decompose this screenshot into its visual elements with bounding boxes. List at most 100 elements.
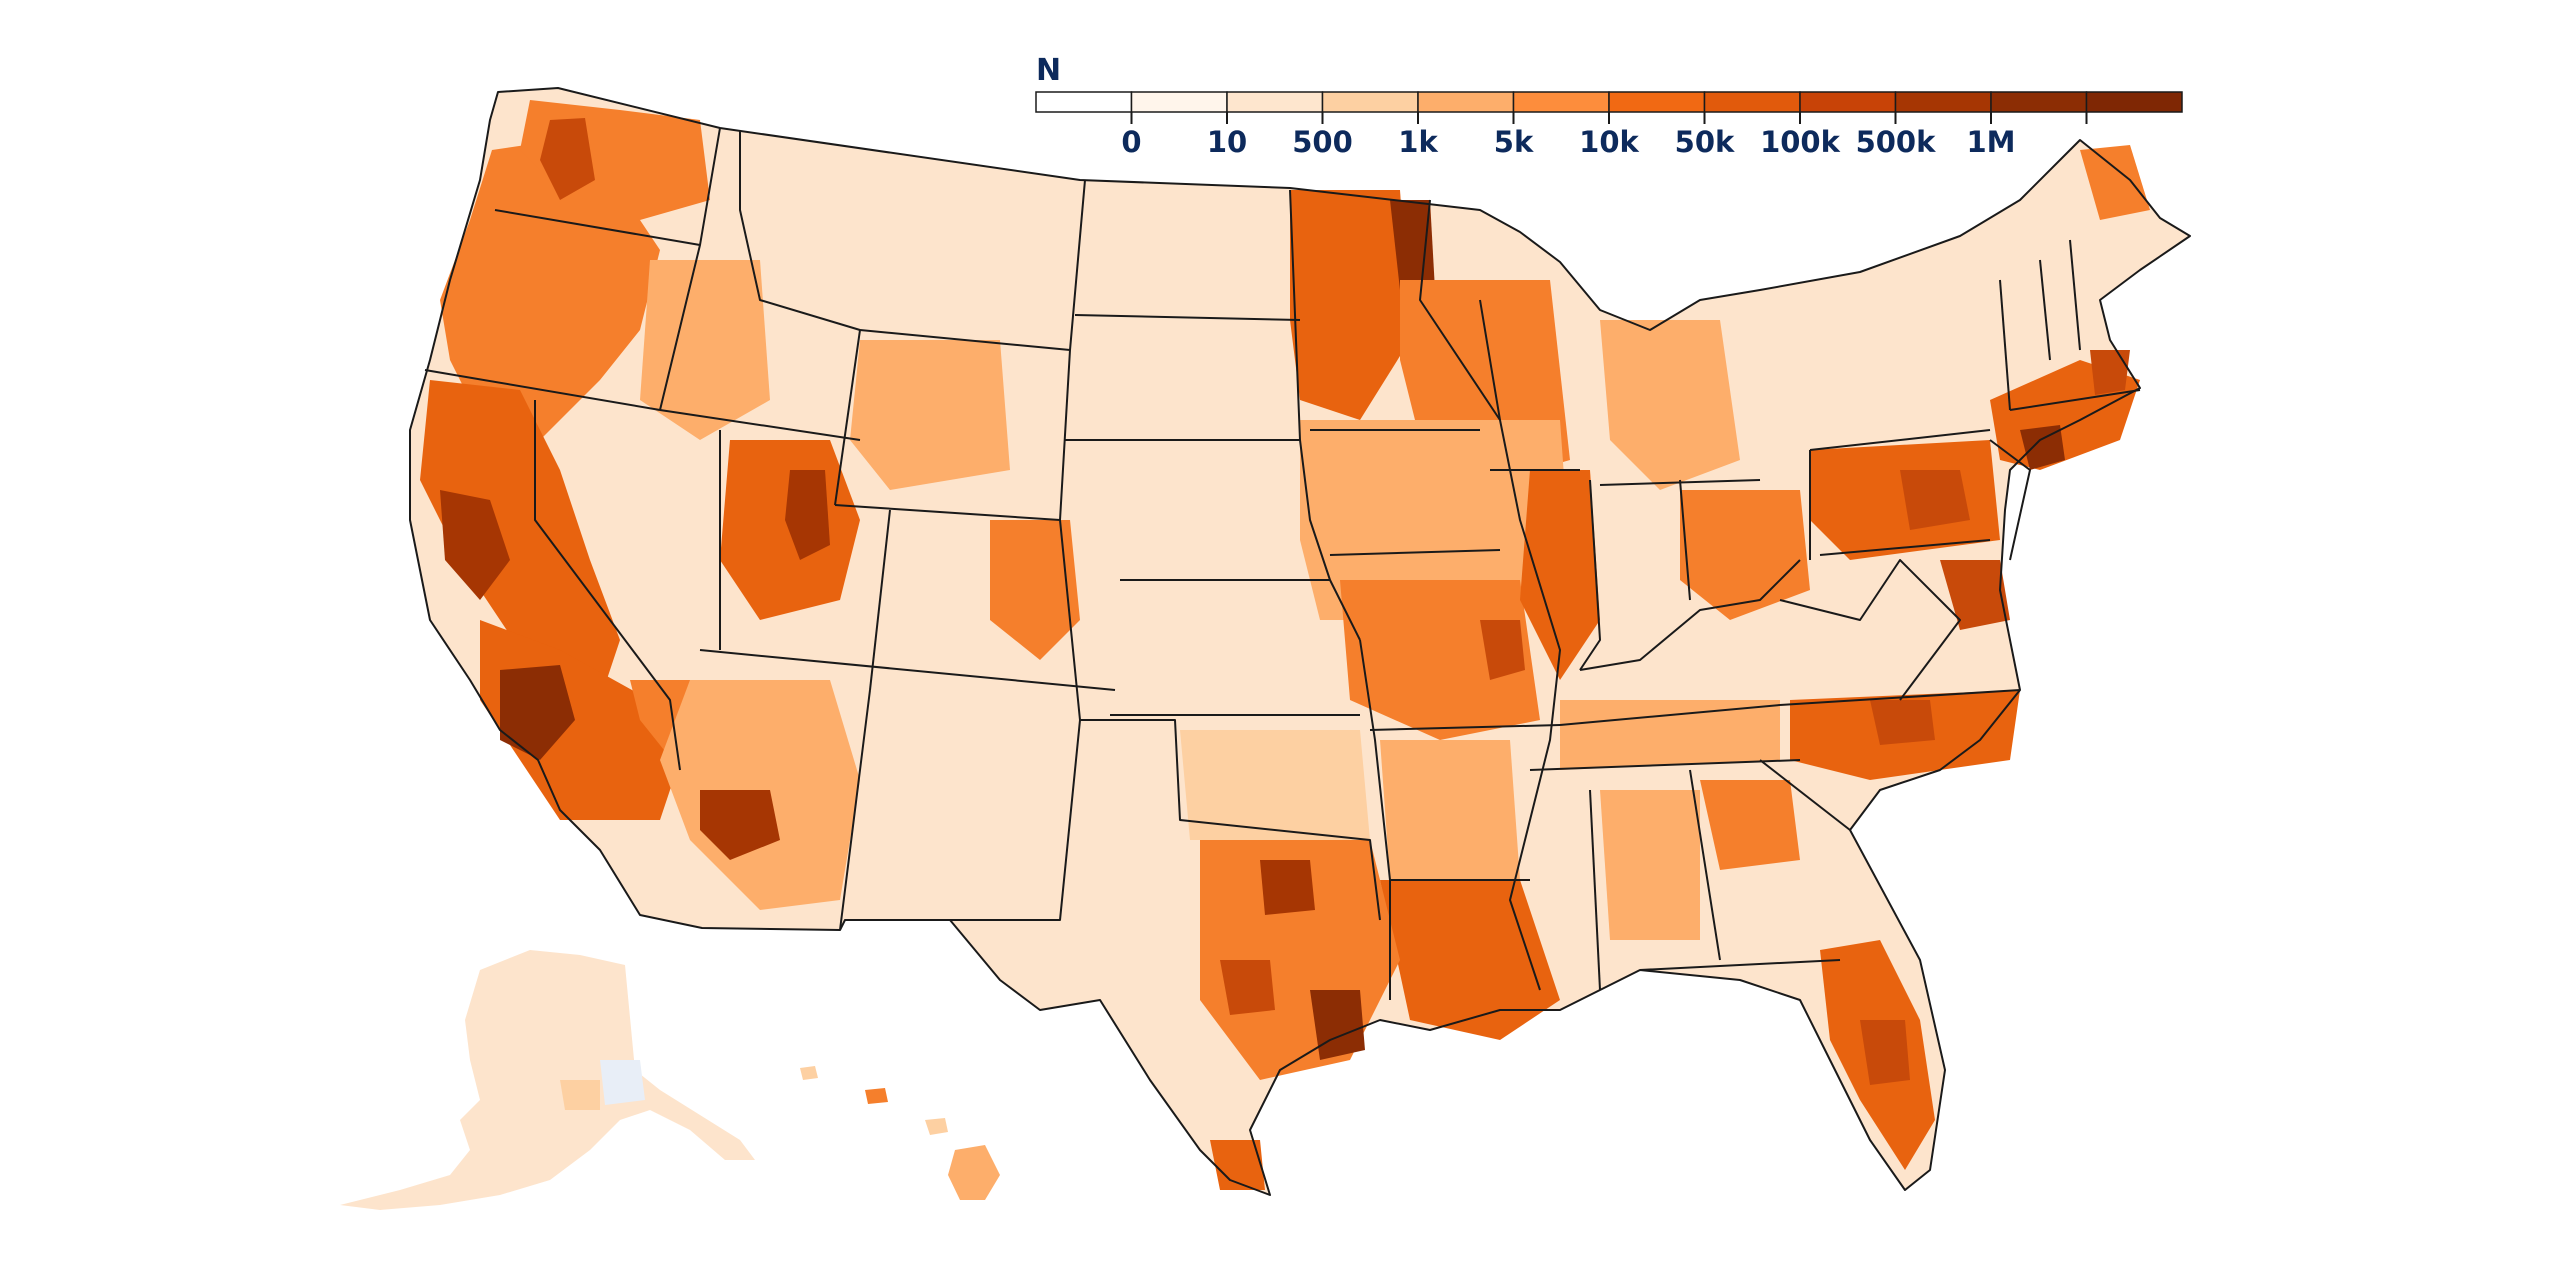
region-idaho xyxy=(640,260,770,440)
border-mn-wi xyxy=(1419,199,1501,421)
border-wy-co xyxy=(834,504,1061,521)
region-houston xyxy=(1310,990,1365,1060)
border-id-ut-wy xyxy=(659,409,861,441)
legend-tick-label: 100k xyxy=(1760,125,1841,159)
alaska-landmass xyxy=(340,950,755,1210)
legend-swatch xyxy=(1703,91,1801,113)
region-nc-dark xyxy=(1870,700,1935,745)
border-mi-oh xyxy=(1599,479,1761,486)
region-austin-sa xyxy=(1220,960,1275,1015)
region-salt-lake xyxy=(785,470,830,560)
border-nh-me xyxy=(2069,239,2081,351)
legend-swatch xyxy=(1608,91,1706,113)
state-borders xyxy=(409,87,2191,1196)
region-phoenix xyxy=(700,790,780,860)
hawaii-kauai xyxy=(800,1066,818,1080)
region-rio-grande xyxy=(1210,1140,1265,1190)
region-california-central xyxy=(420,380,620,700)
border-ms-al xyxy=(1589,789,1601,991)
region-bay-area xyxy=(440,490,510,600)
border-mt-id xyxy=(739,130,861,331)
legend-tick-label: 0 xyxy=(1121,125,1141,159)
border-ky-tn xyxy=(1559,704,1781,726)
legend: N 0 10 500 1k 5k 10k 50k 100k 500k 1M xyxy=(1035,53,2183,159)
border-mo-east xyxy=(1359,639,1391,1000)
border-ga-sc xyxy=(1759,759,1851,831)
region-ohio xyxy=(1680,490,1810,620)
border-ny-vt xyxy=(1999,279,2011,411)
legend-swatch xyxy=(2085,91,2183,113)
region-seattle xyxy=(540,118,595,200)
border-ca-nv xyxy=(534,400,681,771)
border-fl-north xyxy=(1639,959,1841,971)
legend-swatch xyxy=(1799,91,1897,113)
border-va-nc xyxy=(1779,689,2021,706)
border-ma-south xyxy=(2009,389,2141,411)
contiguous-us xyxy=(410,88,2190,1195)
legend-title: N xyxy=(1036,53,1061,88)
legend-tick-label: 500 xyxy=(1292,125,1353,159)
border-ia-mo xyxy=(1329,549,1501,556)
legend-tick-label: 1k xyxy=(1398,125,1438,159)
region-pacific-coast xyxy=(440,140,660,460)
region-dallas xyxy=(1260,860,1315,915)
legend-swatch xyxy=(1417,91,1515,113)
border-nd-sd xyxy=(1074,314,1301,321)
legend-swatch xyxy=(1512,91,1610,113)
border-four-corners xyxy=(699,649,1116,691)
legend-tick-label: 1M xyxy=(1966,125,2015,159)
hawaii-maui xyxy=(925,1118,948,1135)
border-mt-wy xyxy=(859,329,1071,351)
region-wyoming xyxy=(850,340,1010,490)
border-va-wv xyxy=(1779,559,1961,701)
border-wy-west xyxy=(834,329,861,506)
region-st-louis xyxy=(1480,620,1525,680)
border-az-nm xyxy=(839,689,871,931)
legend-swatch xyxy=(1035,91,1133,113)
region-chicago-indiana xyxy=(1520,470,1600,680)
legend-tick-label: 50k xyxy=(1675,125,1735,159)
border-pa-ny xyxy=(1809,429,1991,451)
border-ut-co xyxy=(869,509,891,691)
border-nd-mn xyxy=(1289,189,1361,641)
region-louisiana xyxy=(1380,880,1560,1040)
region-boston xyxy=(2090,350,2130,395)
us-outline xyxy=(409,87,2191,1196)
legend-swatch xyxy=(1130,91,1228,113)
border-mississippi-river xyxy=(1479,299,1561,991)
region-florida-dark xyxy=(1860,1020,1910,1085)
region-pa-dark xyxy=(1900,470,1970,530)
region-dc-maryland xyxy=(1940,560,2010,630)
legend-tick-label: 10k xyxy=(1579,125,1639,159)
legend-swatch xyxy=(1990,91,2088,113)
alaska-nodata-region xyxy=(600,1060,645,1105)
border-mo-ar xyxy=(1369,724,1561,731)
border-nj xyxy=(1989,439,2031,561)
legend-tick-label: 500k xyxy=(1856,125,1937,159)
region-alabama xyxy=(1600,790,1700,940)
border-ohio-river xyxy=(1579,559,1801,671)
border-al-ga xyxy=(1689,769,1721,961)
region-nyc xyxy=(2020,425,2065,470)
region-georgia-atlanta xyxy=(1700,780,1800,870)
border-pa-md xyxy=(1819,539,1991,556)
legend-ticks: 0 10 500 1k 5k 10k 50k 100k 500k 1M xyxy=(1121,112,2088,159)
border-mt-nd xyxy=(1059,179,1086,721)
region-los-angeles xyxy=(500,665,575,760)
region-tennessee xyxy=(1560,700,1780,770)
border-or-ca-nv xyxy=(424,369,661,411)
legend-swatch xyxy=(1321,91,1419,113)
region-arkansas xyxy=(1380,740,1520,880)
region-michigan xyxy=(1600,320,1740,490)
border-vt-nh xyxy=(2039,259,2051,361)
border-nm-tx xyxy=(930,719,1081,921)
border-in-oh xyxy=(1679,479,1691,601)
alaska-anchorage xyxy=(560,1080,600,1110)
border-ok-tx xyxy=(1080,719,1381,921)
border-tn-south xyxy=(1529,759,1801,771)
hawaii-big-island xyxy=(948,1145,1000,1200)
region-oklahoma xyxy=(1180,730,1370,840)
region-colorado xyxy=(990,520,1080,660)
legend-tick-label: 10 xyxy=(1207,125,1247,159)
